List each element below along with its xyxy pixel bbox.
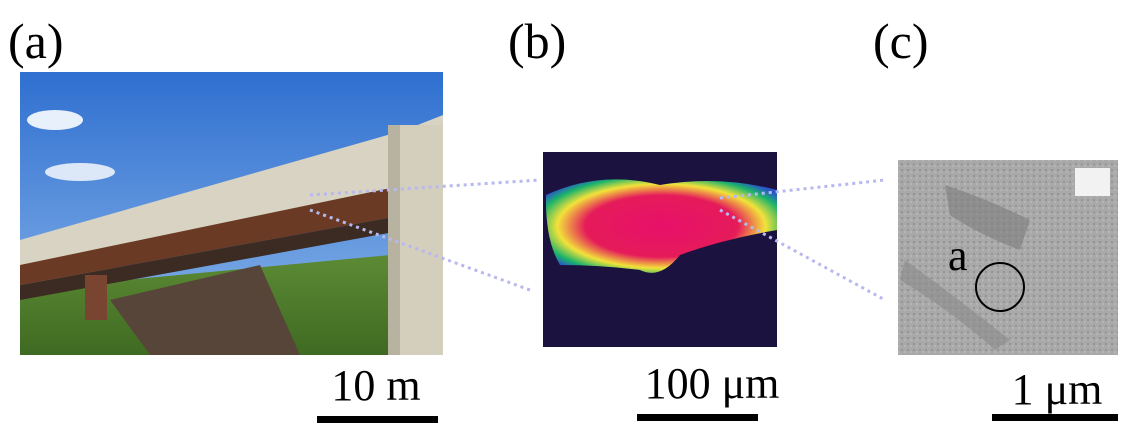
scale-label: 1 μm <box>1012 365 1103 414</box>
bridge-photo <box>20 72 443 355</box>
scale-bar <box>992 414 1118 421</box>
scale-label: 100 μm <box>645 359 780 408</box>
panel-label: (c) <box>873 13 929 69</box>
scale-bar <box>317 416 438 423</box>
tem-image: a <box>898 160 1118 355</box>
heatmap-image <box>543 152 777 347</box>
region-marker: a <box>948 231 968 280</box>
panel-label: (b) <box>508 13 566 69</box>
figure: (a) (b) (c) a 10 m 100 μm <box>0 0 1125 427</box>
scale-bar <box>637 414 758 421</box>
panel-label: (a) <box>8 13 64 69</box>
scale-label: 10 m <box>331 361 420 410</box>
